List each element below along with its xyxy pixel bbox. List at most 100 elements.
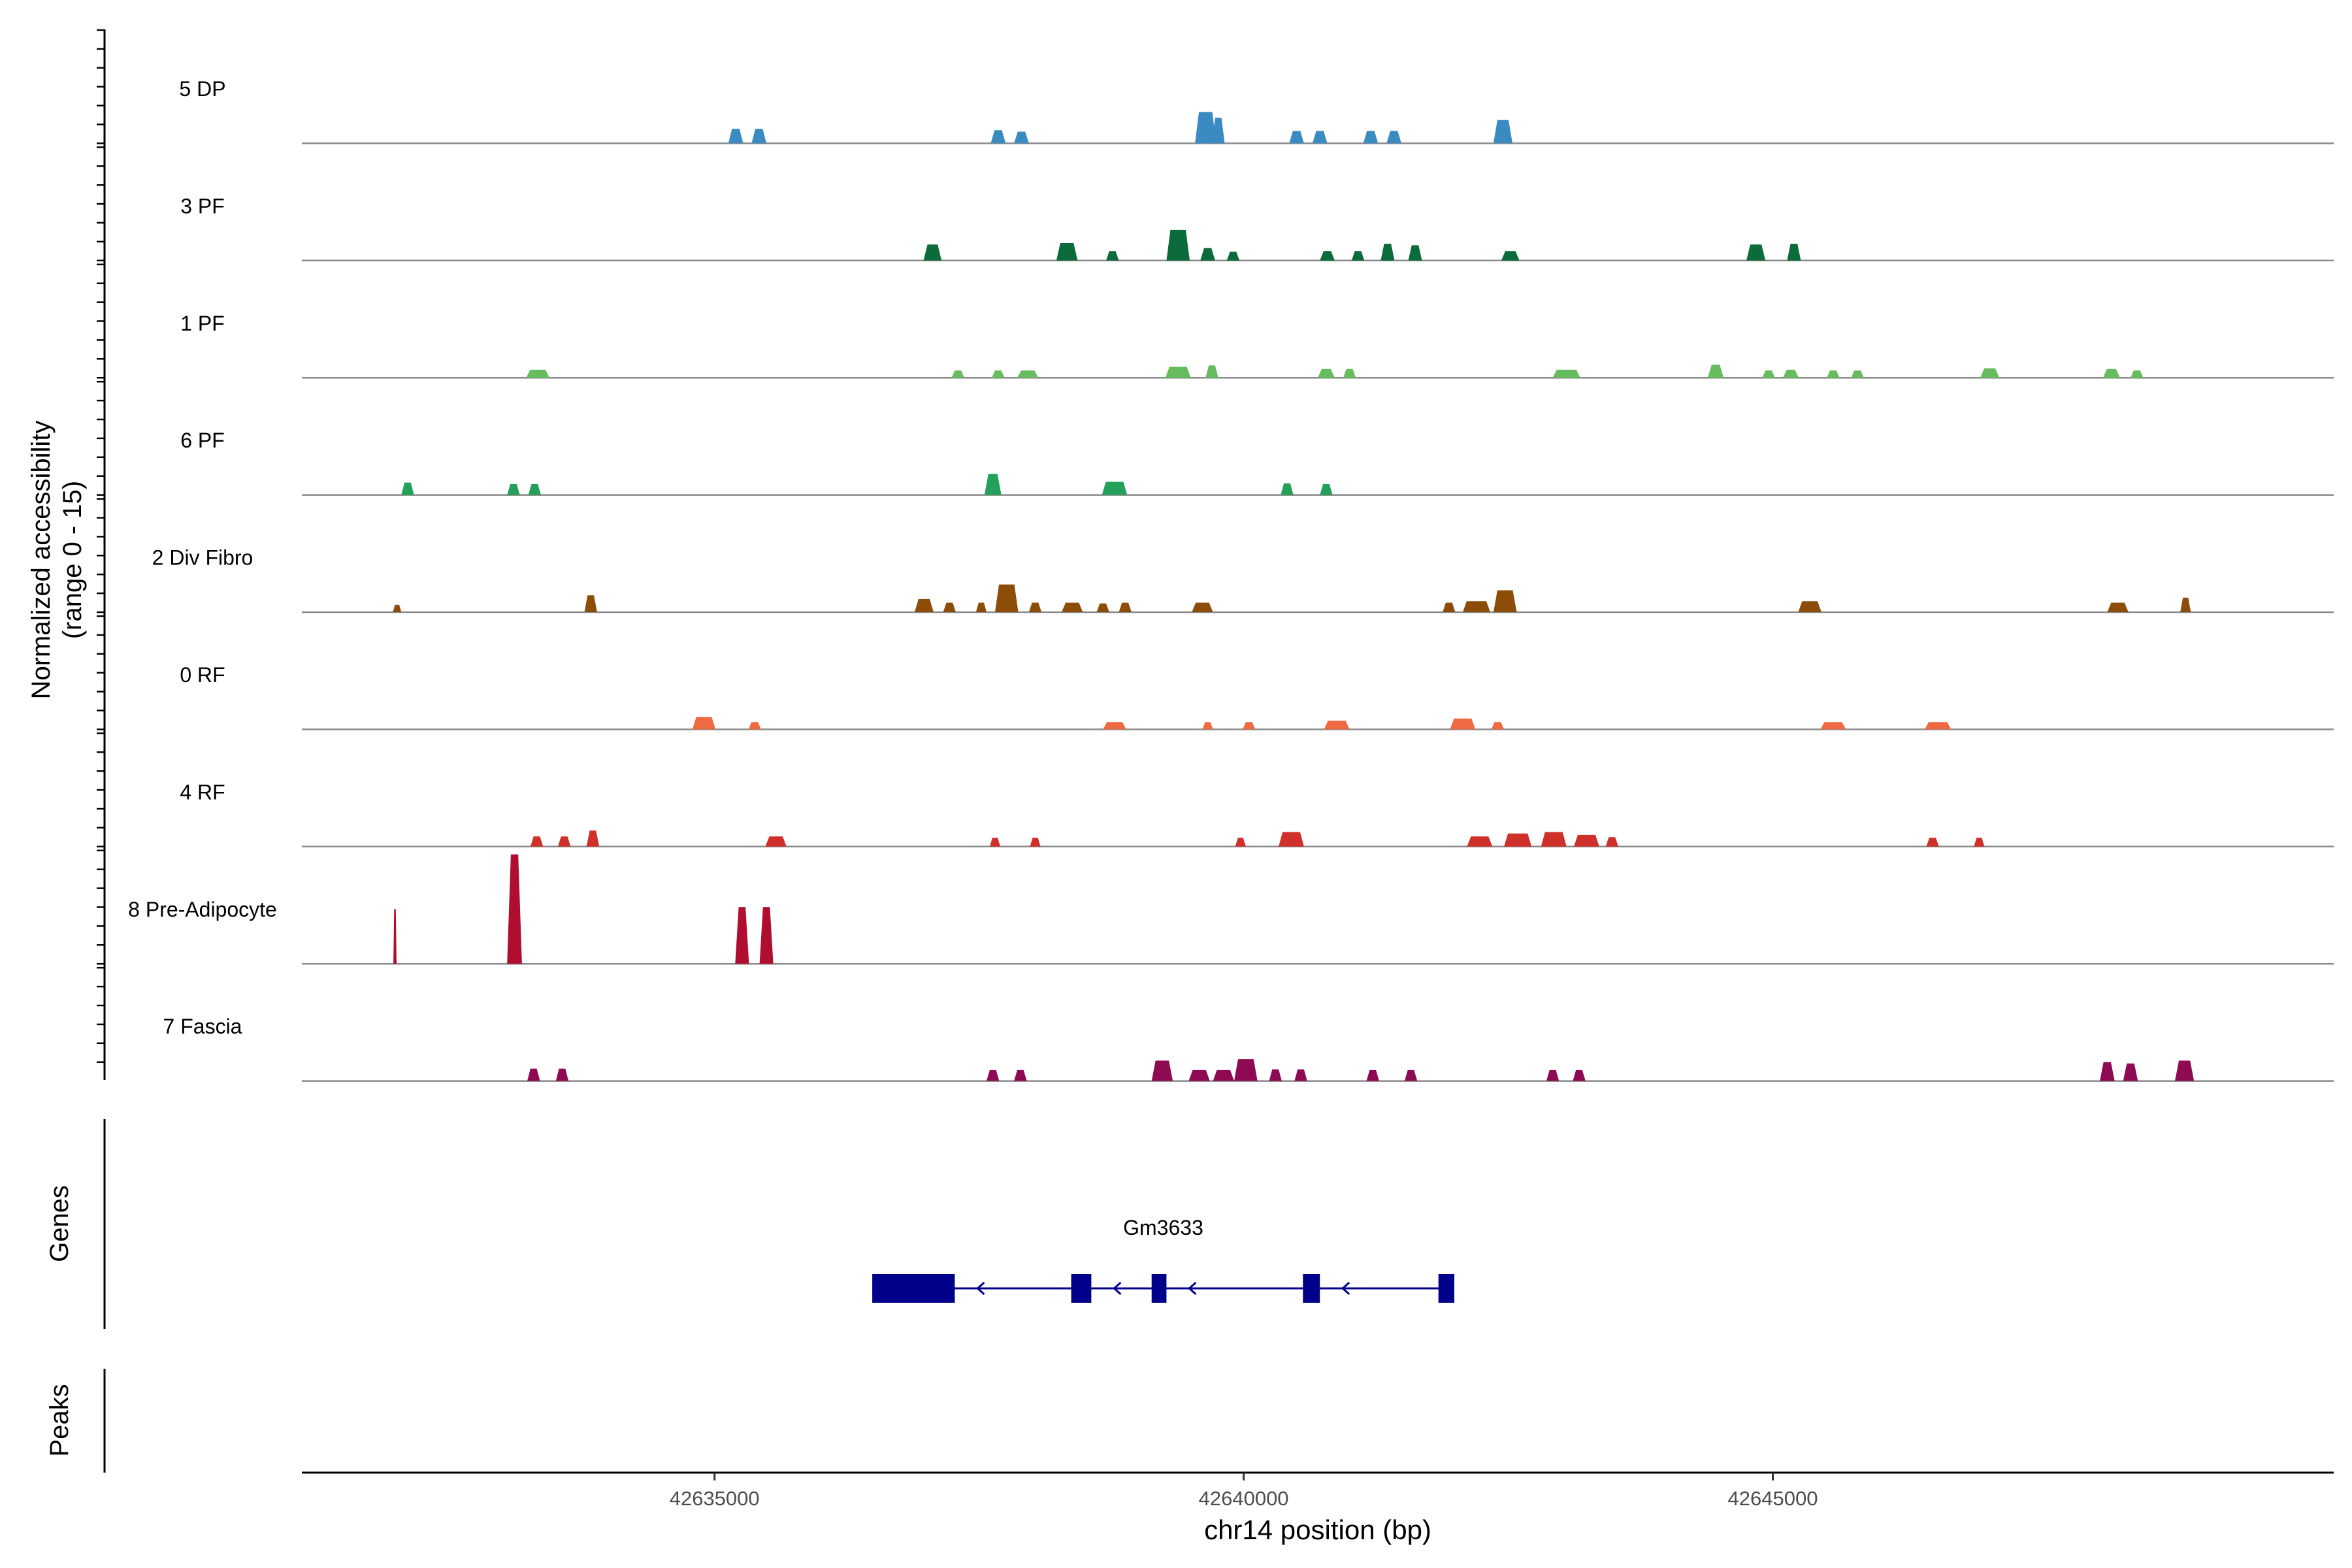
- accessibility-peak: [1320, 483, 1333, 495]
- accessibility-peak: [943, 602, 956, 612]
- accessibility-peak: [751, 129, 767, 144]
- track-label: 7 Fascia: [163, 1015, 242, 1038]
- y-axis-label-line2: (range 0 - 15): [58, 481, 87, 639]
- track-label: 4 RF: [180, 780, 225, 804]
- accessibility-peak: [2123, 1063, 2138, 1081]
- track-label: 5 DP: [179, 77, 225, 101]
- accessibility-peak: [1851, 370, 1864, 378]
- y-axis-label-line1: Normalized accessibility: [27, 421, 56, 700]
- accessibility-peak: [995, 584, 1019, 612]
- accessibility-peak: [1366, 1070, 1379, 1081]
- track-1: 3 PF: [180, 194, 2334, 262]
- accessibility-peak: [401, 482, 414, 495]
- strand-arrow: [1113, 1281, 1122, 1296]
- accessibility-peak: [1363, 131, 1379, 144]
- track-label: 1 PF: [180, 312, 225, 335]
- accessibility-peak: [1746, 244, 1766, 261]
- accessibility-peak: [1205, 365, 1218, 378]
- accessibility-peak: [1707, 365, 1724, 378]
- accessibility-peak: [1762, 370, 1775, 378]
- track-5: 0 RF: [180, 663, 2334, 730]
- track-label: 0 RF: [180, 663, 225, 687]
- track-label: 2 Div Fibro: [152, 546, 253, 570]
- accessibility-peak: [1028, 602, 1042, 612]
- accessibility-peak: [1974, 838, 1985, 847]
- genes-panel: Genes Gm3633: [45, 1119, 1454, 1329]
- accessibility-peak: [1351, 251, 1365, 261]
- accessibility-peak: [1541, 832, 1567, 847]
- accessibility-peak: [1119, 602, 1132, 612]
- accessibility-peak: [987, 1070, 1000, 1081]
- accessibility-peak: [530, 836, 544, 847]
- accessibility-peak: [584, 595, 597, 612]
- strand-arrow: [1188, 1281, 1197, 1296]
- track-0: 5 DP: [179, 77, 2334, 144]
- accessibility-peak: [1552, 369, 1580, 378]
- gene-name-label: Gm3633: [1123, 1216, 1203, 1239]
- gene-exon: [1438, 1274, 1454, 1303]
- x-tick-label: 42635000: [670, 1487, 760, 1510]
- accessibility-peak: [1281, 483, 1294, 495]
- strand-arrow: [1341, 1281, 1350, 1296]
- accessibility-peak: [923, 244, 942, 261]
- accessibility-peak: [1573, 1070, 1586, 1081]
- accessibility-peak: [1782, 369, 1799, 378]
- accessibility-peak: [1386, 131, 1401, 144]
- accessibility-peak: [735, 907, 749, 964]
- gene-exon: [872, 1274, 955, 1303]
- accessibility-peak: [1820, 722, 1846, 730]
- accessibility-peak: [558, 836, 571, 847]
- x-tick-label: 42640000: [1199, 1487, 1289, 1510]
- accessibility-peak: [1200, 248, 1215, 261]
- accessibility-peak: [765, 836, 787, 847]
- accessibility-peak: [393, 604, 402, 612]
- accessibility-peak: [1320, 251, 1335, 261]
- accessibility-peak: [992, 370, 1005, 378]
- accessibility-peak: [1017, 370, 1039, 378]
- peaks-panel-label: Peaks: [45, 1384, 74, 1456]
- track-8: 7 Fascia: [163, 1015, 2334, 1082]
- accessibility-peak: [748, 722, 761, 730]
- accessibility-peak: [1324, 721, 1350, 730]
- accessibility-peak: [1450, 718, 1476, 730]
- accessibility-peak: [1014, 131, 1029, 144]
- accessibility-peak: [1103, 722, 1126, 730]
- x-axis-ticks: 42635000 42640000 42645000: [670, 1473, 1818, 1510]
- track-label: 6 PF: [180, 429, 225, 452]
- accessibility-peak: [1462, 601, 1490, 612]
- track-7: 8 Pre-Adipocyte: [128, 854, 2334, 965]
- accessibility-tracks: 5 DP 3 PF 1 PF 6 PF 2 Div Fibro 0 RF 4 RF 8 Pre…: [128, 77, 2334, 1082]
- accessibility-peak: [393, 909, 397, 964]
- accessibility-peak: [2175, 1060, 2195, 1081]
- accessibility-peak: [527, 1068, 540, 1081]
- accessibility-peak: [1408, 245, 1422, 261]
- accessibility-peak: [1312, 131, 1328, 144]
- accessibility-peak: [1202, 722, 1213, 730]
- genes-panel-label: Genes: [45, 1185, 74, 1262]
- accessibility-peak: [1226, 252, 1240, 261]
- accessibility-peak: [1096, 603, 1109, 612]
- accessibility-peak: [2107, 602, 2129, 612]
- accessibility-peak: [1213, 1070, 1234, 1081]
- accessibility-peak: [1062, 602, 1083, 612]
- accessibility-peak: [1102, 482, 1128, 495]
- accessibility-peak: [1493, 590, 1517, 612]
- accessibility-peak: [1166, 229, 1190, 261]
- accessibility-peak: [1165, 367, 1191, 378]
- gene-exon: [1303, 1274, 1320, 1303]
- accessibility-peak: [1106, 251, 1119, 261]
- accessibility-peak: [989, 838, 1001, 847]
- accessibility-peak: [1279, 832, 1304, 847]
- accessibility-peak: [1925, 722, 1952, 730]
- accessibility-peak: [1605, 837, 1618, 847]
- accessibility-peak: [1014, 1070, 1027, 1081]
- accessibility-peak: [1926, 838, 1939, 847]
- accessibility-peak: [1504, 833, 1532, 847]
- accessibility-peak: [1546, 1070, 1560, 1081]
- accessibility-peak: [526, 369, 549, 378]
- accessibility-peak: [1195, 112, 1217, 144]
- accessibility-peak: [1493, 120, 1512, 144]
- accessibility-peak: [1798, 601, 1821, 612]
- accessibility-peak: [2102, 368, 2120, 378]
